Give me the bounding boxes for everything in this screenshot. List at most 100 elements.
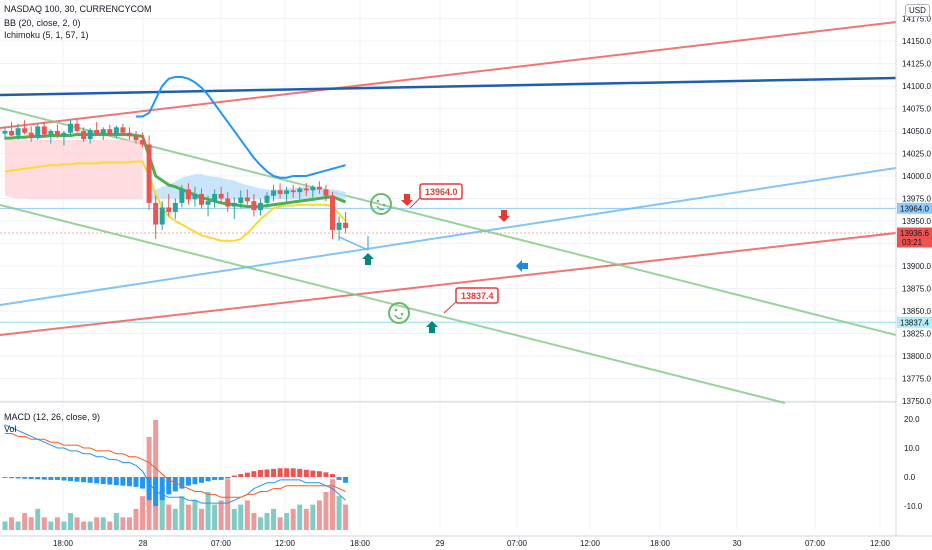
x-tick-label: 12:00: [275, 539, 296, 548]
y-tick-label: 14125.0: [902, 59, 931, 68]
volume-bar: [133, 508, 139, 530]
macd-hist-bar: [140, 477, 146, 489]
volume-bar: [330, 479, 335, 530]
candle: [113, 125, 119, 139]
y-tick-label: 13850.0: [902, 307, 931, 316]
candle-body: [316, 186, 322, 190]
volume-bar: [323, 491, 329, 530]
callout-pointer: [443, 301, 457, 314]
candle: [257, 198, 263, 216]
macd-hist-bar: [22, 477, 28, 479]
ichimoku-legend: Ichimoku (5, 1, 57, 1): [4, 30, 89, 40]
currency-badge[interactable]: USD: [905, 4, 930, 17]
candle-body: [48, 130, 54, 135]
y-tick-label: 14000.0: [902, 172, 931, 181]
candle: [68, 120, 73, 136]
ichimoku-cloud: [5, 139, 346, 200]
volume-bar: [54, 517, 60, 530]
macd-hist-bar: [244, 472, 250, 477]
y-tick-label: 14075.0: [902, 104, 931, 113]
macd-hist-bar: [185, 477, 191, 486]
y-tick-label: 13900.0: [902, 262, 931, 271]
volume-bar: [225, 479, 231, 530]
vol-legend: Vol: [4, 424, 17, 434]
candle: [172, 198, 178, 220]
macd-hist-bar: [343, 477, 349, 483]
macd-hist-bar: [179, 477, 185, 489]
x-tick-label: 18:00: [53, 539, 74, 548]
macd-hist-bar: [218, 477, 224, 480]
trendline-blue-rising: [0, 167, 897, 306]
macd-hist-bar: [146, 477, 152, 501]
annotation-13964: 13964.0: [419, 183, 463, 200]
candle: [284, 186, 290, 203]
price-tag-bg: [897, 202, 932, 214]
macd-hist-bar: [264, 469, 270, 477]
y-tick-label: 13800.0: [902, 352, 931, 361]
volume-bar: [107, 521, 113, 530]
macd-hist-bar: [15, 477, 21, 479]
volume-bar: [41, 517, 47, 530]
candle: [166, 193, 172, 217]
volume-bar: [199, 508, 204, 530]
candle-body: [343, 222, 349, 229]
volume-bar: [74, 517, 80, 530]
volume-bar: [343, 504, 349, 530]
grid: [0, 0, 896, 530]
candle: [81, 127, 87, 142]
buy-arrow-icon: [426, 321, 438, 333]
macd-hist-bar: [113, 477, 119, 486]
macd-hist-bar: [133, 477, 139, 487]
macd-hist-bar: [159, 477, 165, 501]
macd-hist-bar: [2, 477, 8, 478]
macd-tick-label: 0.0: [904, 473, 916, 482]
candle-body: [113, 127, 119, 135]
candle: [271, 184, 277, 202]
candle-body: [159, 207, 165, 225]
candle-body: [297, 188, 303, 193]
candle: [225, 192, 231, 212]
y-tick-label: 13975.0: [902, 194, 931, 203]
candle: [120, 123, 126, 137]
macd-hist-bar: [107, 477, 113, 485]
candle: [192, 186, 198, 207]
candle: [238, 190, 244, 209]
bb-lower-line: [4, 160, 347, 242]
volume-bar: [244, 500, 250, 530]
callout-label: 13837.4: [461, 291, 494, 301]
smiley-mouth: [376, 205, 385, 211]
candle-body: [35, 126, 41, 139]
projection-line: [338, 236, 369, 251]
x-tick-label: 28: [139, 539, 148, 548]
macd-hist-bar: [68, 477, 73, 482]
macd-hist-bar: [199, 477, 204, 483]
volume-bar: [140, 496, 146, 530]
macd-hist-bar: [41, 477, 47, 480]
candle-body: [205, 201, 211, 205]
y-tick-label: 14025.0: [902, 149, 931, 158]
candles: [2, 119, 349, 241]
price-tag-bg: [897, 316, 932, 328]
candle: [205, 195, 211, 217]
candle: [218, 186, 224, 203]
x-tick-label: 07:00: [805, 539, 826, 548]
candle: [179, 184, 185, 208]
price-tag-label: 13936.6: [900, 229, 929, 238]
smiley-eye: [376, 199, 380, 203]
annotation-13837: 13837.4: [455, 287, 499, 304]
macd-hist-bar: [126, 477, 132, 487]
volume-bar: [126, 517, 132, 530]
smiley-icon-upper: [370, 193, 392, 215]
volume-bar: [61, 521, 67, 530]
volume-bar: [100, 517, 106, 530]
candle: [330, 192, 335, 239]
candle: [297, 186, 303, 200]
candle-body: [81, 130, 87, 140]
candle: [199, 188, 204, 209]
candle-body: [271, 190, 277, 196]
y-tick-label: 13875.0: [902, 284, 931, 293]
macd-hist-bar: [290, 468, 296, 477]
macd-hist-bar: [251, 471, 257, 477]
macd-hist-bar: [310, 470, 316, 477]
